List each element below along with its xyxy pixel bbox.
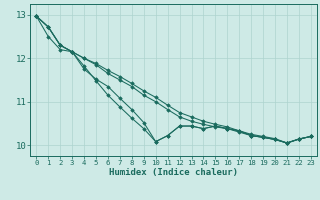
X-axis label: Humidex (Indice chaleur): Humidex (Indice chaleur) (109, 168, 238, 177)
